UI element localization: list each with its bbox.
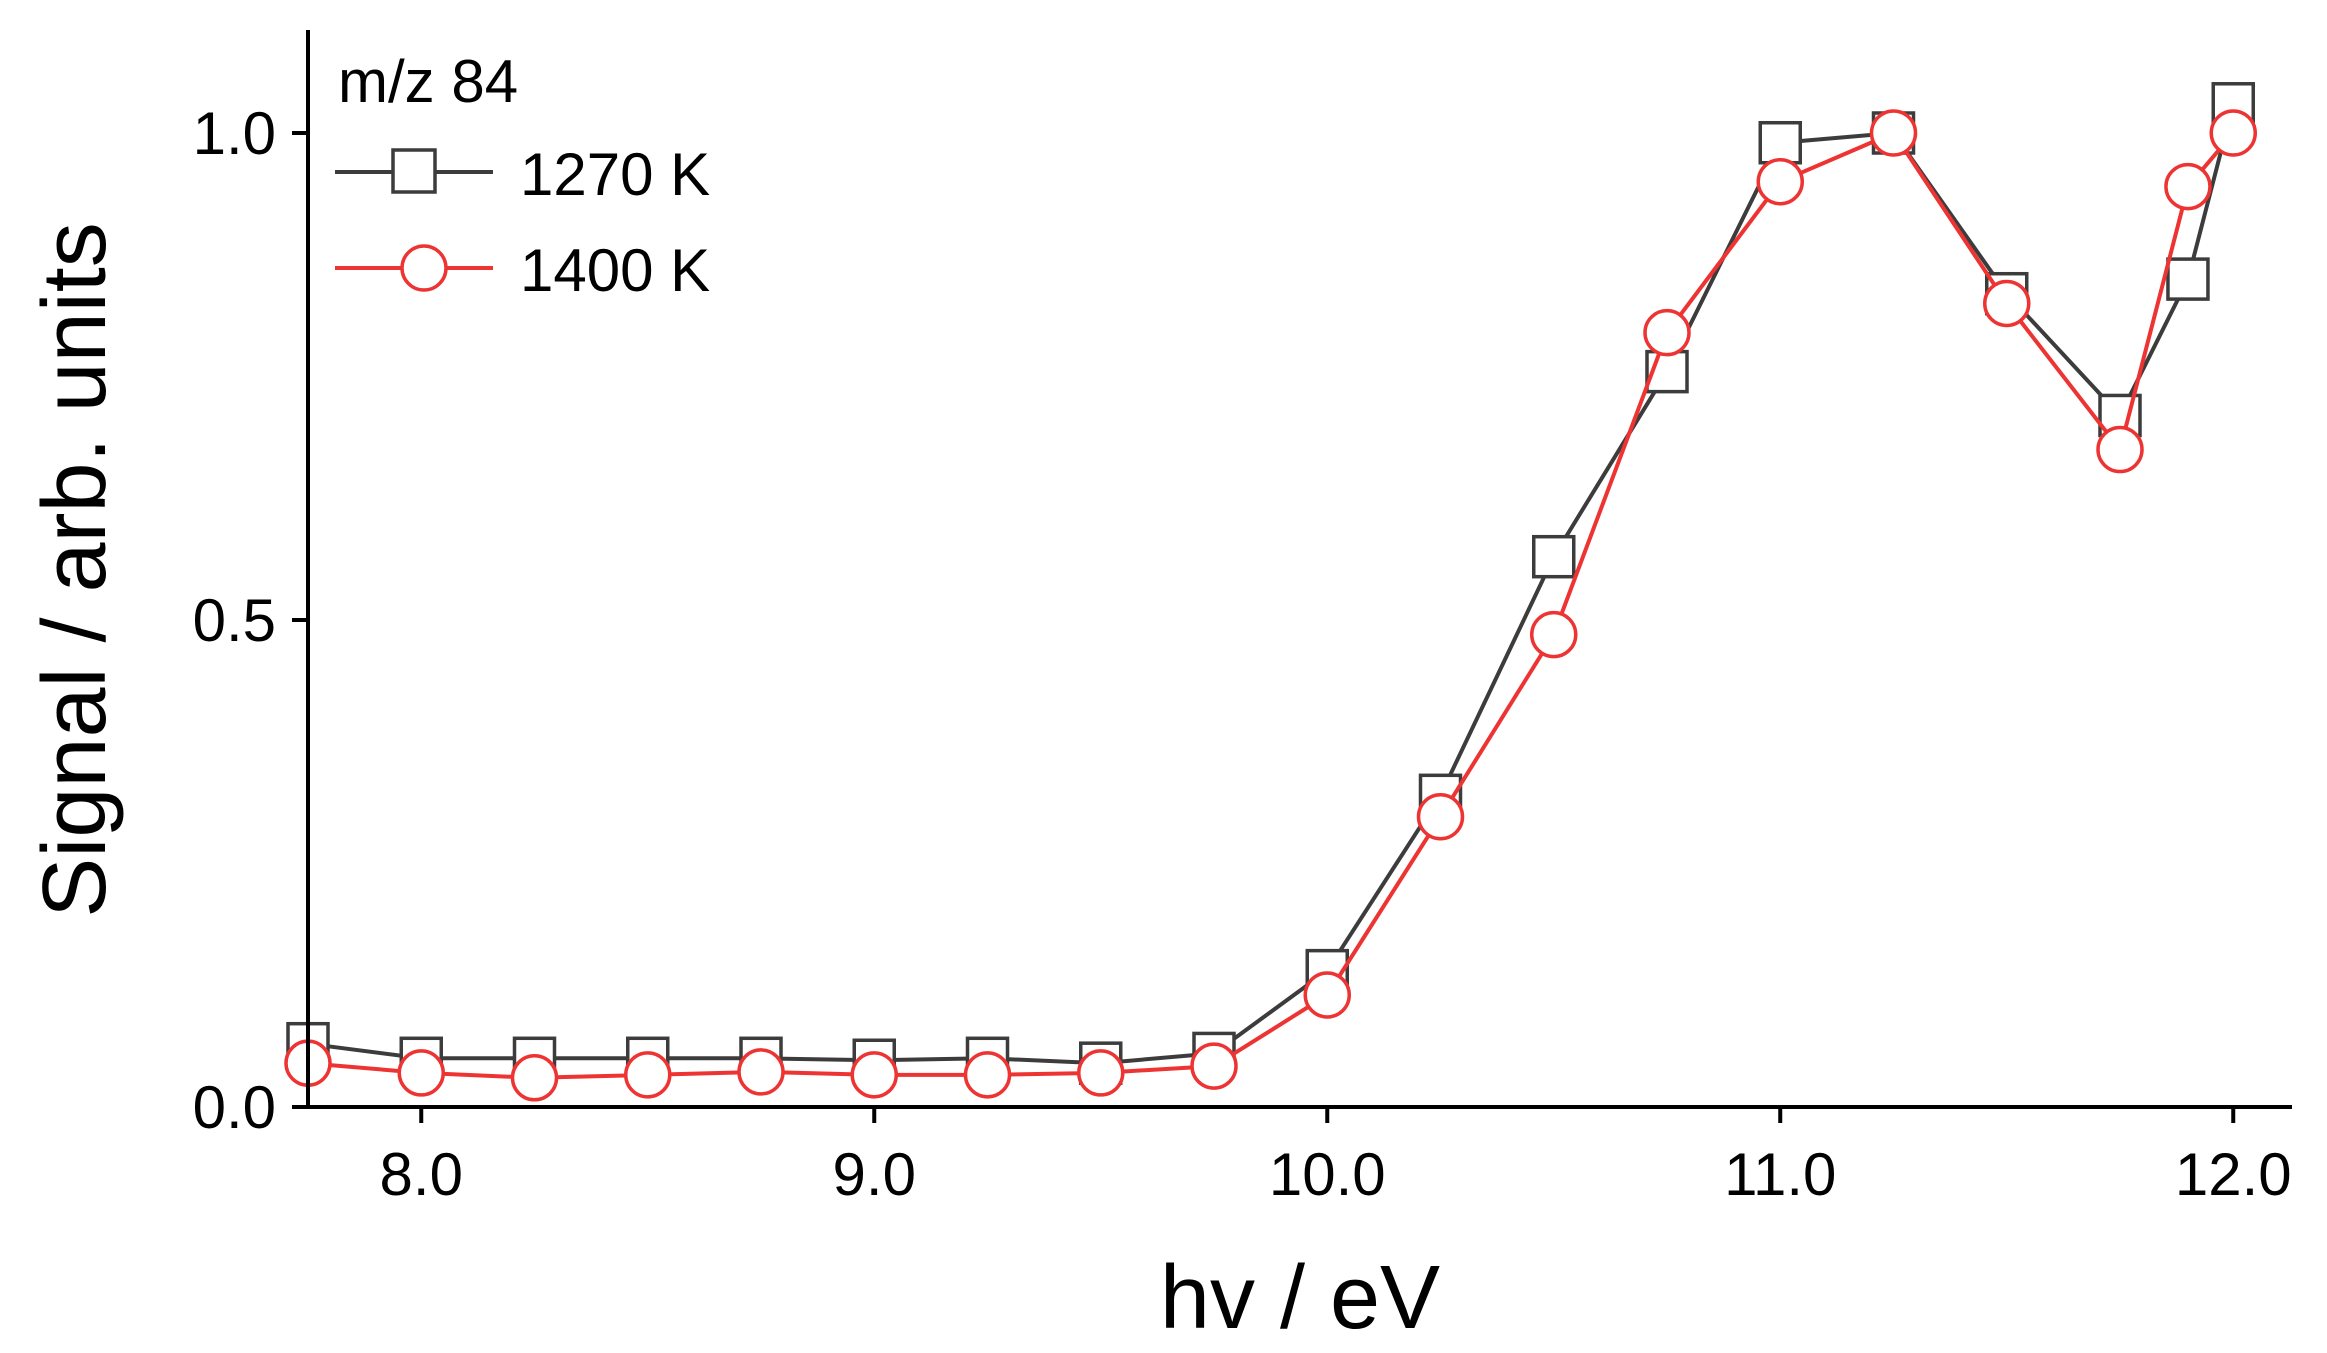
data-point-1400k	[510, 1054, 559, 1102]
legend-annotation: m/z 84	[338, 48, 518, 115]
data-point-1400k	[850, 1051, 898, 1099]
x-tick-label: 10.0	[1269, 1141, 1386, 1208]
y-axis-title: Signal / arb. units	[25, 222, 125, 917]
tick-layer: 8.0 9.0 10.0 11.0 12.0 0.0 0.5 1.0	[193, 100, 2292, 1208]
legend-label-1400k: 1400 K	[520, 237, 710, 304]
data-point-1400k	[1190, 1042, 1238, 1090]
x-tick-label: 11.0	[1724, 1141, 1836, 1208]
data-point-1400k	[1077, 1049, 1125, 1097]
data-point-1270k	[1758, 120, 1802, 165]
y-tick-label: 0.0	[193, 1074, 276, 1141]
x-axis-title: hv / eV	[1160, 1248, 1440, 1348]
data-point-1400k	[737, 1048, 785, 1096]
data-point-1270k	[1532, 534, 1576, 579]
data-point-1400k	[1303, 971, 1351, 1019]
x-tick-label: 12.0	[2175, 1141, 2292, 1208]
data-point-1400k	[1530, 610, 1578, 659]
legend: m/z 84 1270 K 1400 K	[335, 48, 710, 304]
y-tick-label: 0.5	[193, 587, 276, 654]
data-point-1400k	[963, 1051, 1012, 1099]
data-point-1400k	[397, 1049, 445, 1097]
x-tick-label: 9.0	[833, 1141, 916, 1208]
data-point-1400k	[1983, 279, 2031, 328]
legend-label-1270k: 1270 K	[520, 141, 710, 208]
data-point-1400k	[2164, 162, 2212, 211]
data-point-1400k	[1416, 792, 1465, 841]
data-point-1400k	[2209, 109, 2257, 157]
data-point-1400k	[1756, 157, 1804, 206]
data-point-1400k	[624, 1051, 672, 1099]
legend-marker-square	[391, 148, 437, 194]
data-point-1400k	[1869, 109, 1918, 157]
y-tick-label: 1.0	[193, 100, 276, 167]
legend-marker-circle	[400, 244, 448, 292]
series-layer	[284, 82, 2257, 1102]
data-point-1270k	[2166, 257, 2210, 301]
x-tick-label: 8.0	[380, 1141, 463, 1208]
data-point-1400k	[1643, 308, 1691, 357]
data-point-1400k	[2096, 425, 2144, 474]
